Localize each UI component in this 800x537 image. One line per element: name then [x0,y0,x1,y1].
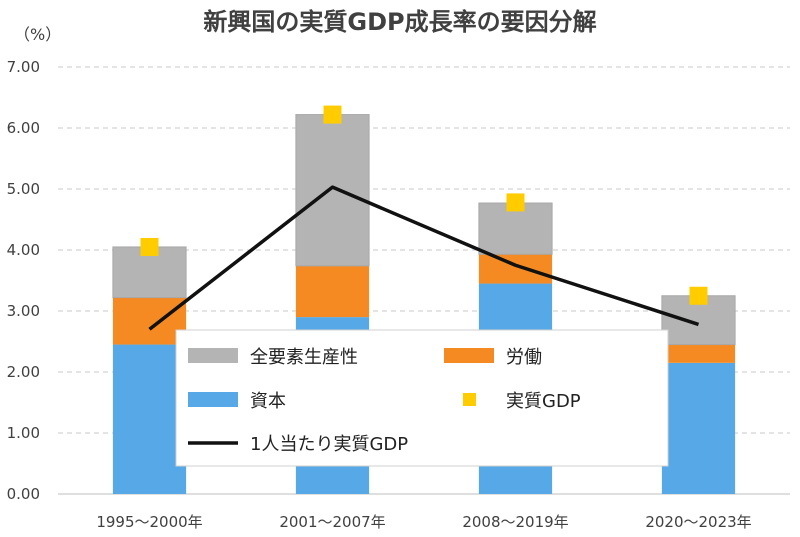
bar-capital-4 [661,362,736,494]
real-gdp-marker-1 [140,237,159,256]
bar-labor-1 [112,297,187,345]
bar-tfp-2 [295,114,370,267]
y-axis-ticks: 0.00 1.00 2.00 3.00 4.00 5.00 6.00 7.00 [7,58,40,503]
chart-title: 新興国の実質GDP成長率の要因分解 [203,8,596,36]
legend-label: 労働 [506,347,542,368]
legend-item-4: 実質GDP [463,391,581,412]
y-axis-unit-label: （%） [14,25,61,44]
legend-swatch [463,393,476,406]
legend-item-5: 1人当たり実質GDP [188,434,408,455]
y-tick-label: 7.00 [7,58,40,76]
bar-labor-2 [295,265,370,318]
x-tick-label: 2008～2019年 [462,513,568,531]
real-gdp-marker-4 [689,286,708,305]
y-tick-label: 6.00 [7,119,40,137]
y-tick-label: 2.00 [7,363,40,381]
real-gdp-marker-2 [323,105,342,124]
legend-label: 実質GDP [506,391,581,412]
bar-labor-3 [478,254,553,284]
bar-capital-1 [112,344,187,494]
x-tick-label: 1995～2000年 [96,513,202,531]
legend-label: 資本 [250,391,286,412]
legend-swatch [444,348,494,363]
legend-swatch [188,348,238,363]
legend-swatch [188,392,238,407]
real-gdp-marker-3 [506,193,525,212]
y-tick-label: 3.00 [7,302,40,320]
legend-item-1: 全要素生産性 [188,347,358,368]
x-tick-label: 2001～2007年 [279,513,385,531]
y-tick-label: 4.00 [7,241,40,259]
legend-item-2: 労働 [444,347,542,368]
per-capita-gdp-line [148,185,700,331]
bar-tfp-1 [112,246,187,299]
bar-tfp-3 [478,202,553,255]
legend-label: 全要素生産性 [250,347,358,368]
x-axis-ticks: 1995～2000年 2001～2007年 2008～2019年 2020～2023年 [96,513,751,531]
legend-label: 1人当たり実質GDP [250,434,408,455]
y-tick-label: 0.00 [7,485,40,503]
y-tick-label: 5.00 [7,180,40,198]
x-tick-label: 2020～2023年 [645,513,751,531]
legend-item-3: 資本 [188,391,286,412]
bar-labor-4 [661,344,736,363]
legend-box [175,329,669,467]
series-lines [148,185,700,331]
markers [140,105,708,305]
y-tick-label: 1.00 [7,424,40,442]
